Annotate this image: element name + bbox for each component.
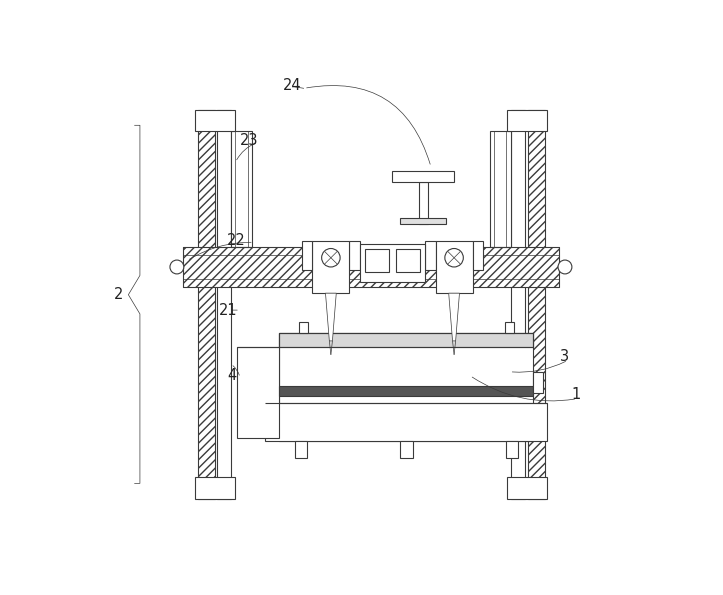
Bar bbox=[217, 110, 231, 499]
Bar bbox=[395, 249, 420, 271]
Bar bbox=[237, 347, 279, 438]
Bar bbox=[312, 241, 349, 293]
Text: 24: 24 bbox=[283, 78, 301, 93]
Bar bbox=[528, 110, 545, 499]
Bar bbox=[393, 171, 454, 181]
Bar bbox=[365, 249, 390, 271]
Text: 2: 2 bbox=[114, 287, 123, 302]
Text: 1: 1 bbox=[571, 387, 581, 402]
Bar bbox=[534, 372, 543, 393]
Bar bbox=[528, 110, 545, 499]
Bar bbox=[473, 241, 484, 270]
Bar bbox=[505, 441, 518, 458]
Bar bbox=[194, 477, 235, 499]
Bar bbox=[435, 241, 473, 293]
Bar bbox=[401, 441, 413, 458]
Bar bbox=[489, 131, 511, 247]
Bar bbox=[508, 110, 547, 131]
Circle shape bbox=[445, 249, 463, 267]
Bar bbox=[194, 110, 235, 131]
Polygon shape bbox=[449, 293, 460, 341]
Bar bbox=[511, 110, 525, 499]
Polygon shape bbox=[325, 293, 336, 341]
Bar bbox=[279, 333, 534, 441]
Bar bbox=[198, 110, 215, 499]
Bar bbox=[508, 477, 547, 499]
Bar bbox=[183, 247, 559, 287]
Bar bbox=[360, 244, 425, 283]
Text: 23: 23 bbox=[240, 133, 259, 148]
Bar bbox=[425, 241, 435, 270]
Bar bbox=[231, 131, 252, 247]
Bar bbox=[401, 218, 446, 224]
Bar bbox=[301, 241, 312, 270]
Bar bbox=[265, 402, 547, 441]
Text: 3: 3 bbox=[560, 349, 570, 364]
Bar bbox=[299, 322, 308, 333]
Bar bbox=[295, 441, 307, 458]
Bar bbox=[198, 110, 215, 499]
Text: 4: 4 bbox=[227, 368, 236, 383]
Bar bbox=[183, 247, 559, 287]
Circle shape bbox=[322, 249, 340, 267]
Circle shape bbox=[170, 260, 184, 274]
Bar bbox=[505, 322, 514, 333]
Bar bbox=[279, 386, 534, 396]
Bar bbox=[279, 333, 534, 347]
Text: 21: 21 bbox=[219, 303, 238, 318]
Bar bbox=[279, 333, 534, 347]
Circle shape bbox=[558, 260, 572, 274]
Bar bbox=[419, 181, 428, 224]
Text: 22: 22 bbox=[227, 233, 246, 248]
Bar bbox=[349, 241, 360, 270]
